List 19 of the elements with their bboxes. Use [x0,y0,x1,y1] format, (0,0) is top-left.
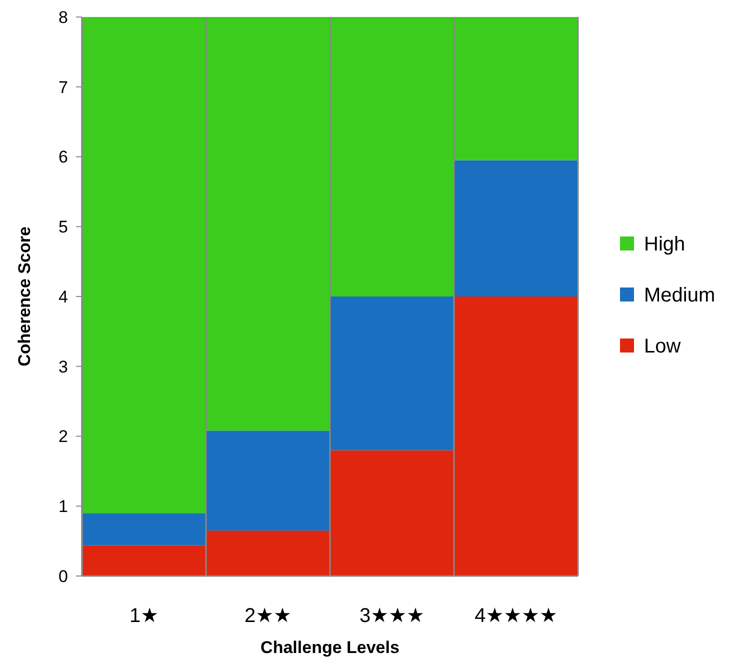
x-tick-label: 2★★ [244,605,292,627]
y-axis-title: Coherence Score [15,226,34,366]
y-tick-label: 0 [58,566,68,586]
y-tick-label: 5 [58,218,68,237]
x-tick-label: 1★ [129,605,159,627]
bar [454,160,578,296]
x-tick-label: 4★★★★ [474,605,558,627]
legend-label: Medium [644,284,716,306]
x-axis-title: Challenge Levels [260,638,400,657]
y-tick-label: 4 [58,287,68,306]
y-tick-label: 7 [58,78,68,97]
x-tick-label: 3★★★ [360,605,424,627]
y-tick-label: 6 [58,148,68,167]
legend-label: High [644,234,686,256]
y-tick-label: 2 [58,427,68,446]
y-tick-label: 3 [58,357,68,376]
y-tick-label: 1 [58,497,68,516]
legend-label: Low [644,336,682,358]
y-tick-label: 8 [58,8,68,27]
